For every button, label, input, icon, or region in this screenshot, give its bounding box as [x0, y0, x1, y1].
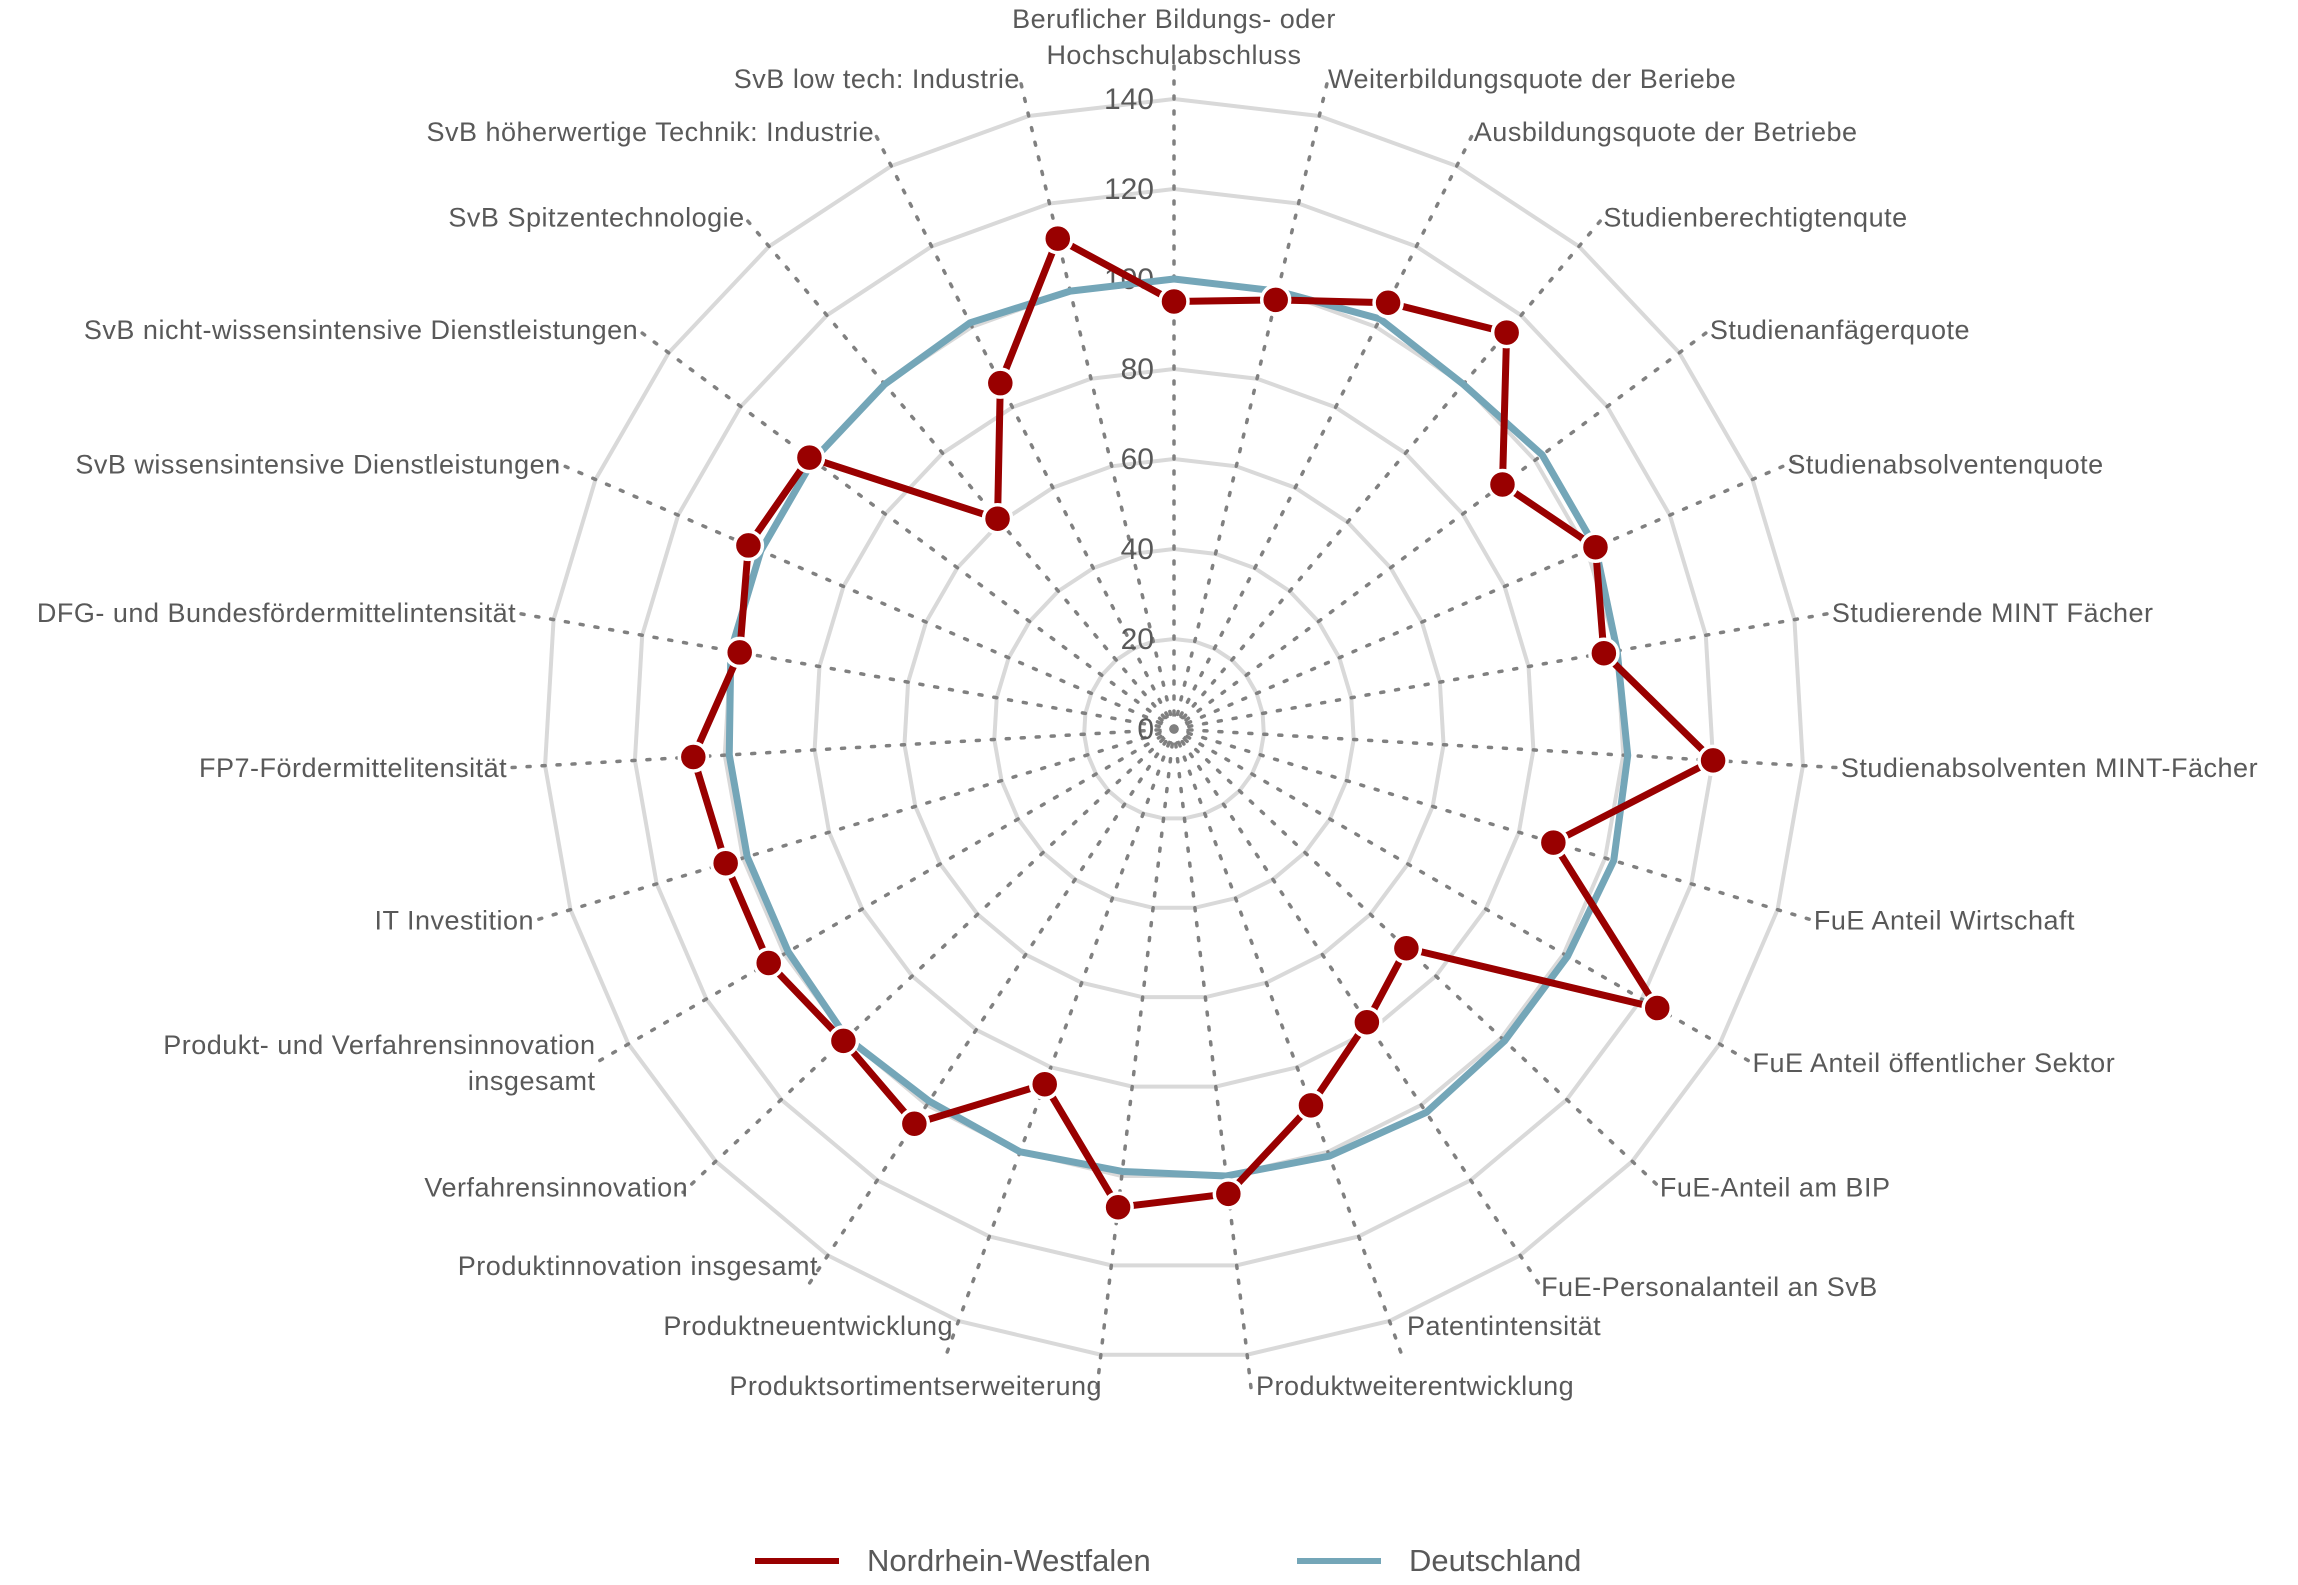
data-point-nrw[interactable]: [677, 741, 710, 773]
data-point-nrw[interactable]: [1697, 744, 1729, 777]
radar-spokes: [498, 52, 1850, 1402]
axis-label: Ausbildungsquote der Betriebe: [1474, 117, 1858, 147]
tick-label: 140: [1104, 83, 1154, 116]
axis-label: FuE-Personalanteil an SvB: [1541, 1272, 1878, 1302]
axis-label: SvB nicht-wissensintensive Dienstleistun…: [84, 315, 638, 345]
data-point-nrw[interactable]: [1372, 286, 1404, 319]
axis-label: Produkt- und Verfahrensinnovation insgesa…: [163, 1030, 595, 1096]
axis-label: Studienanfägerquote: [1710, 315, 1970, 345]
data-point-nrw[interactable]: [1295, 1089, 1327, 1122]
center-ring: [1158, 713, 1190, 745]
tick-label: 120: [1104, 173, 1154, 206]
axis-label: Studienberechtigtenqute: [1603, 202, 1907, 232]
axis-spoke: [525, 727, 1176, 925]
grid-ring: [632, 186, 1716, 1268]
axis-spoke: [1172, 727, 1850, 770]
data-point-nrw[interactable]: [1579, 531, 1612, 563]
data-point-nrw[interactable]: [793, 441, 826, 474]
grid-ring: [992, 546, 1356, 910]
axis-label: SvB low tech: Industrie: [734, 64, 1020, 94]
axis-label: FuE Anteil öffentlicher Sektor: [1753, 1048, 2116, 1078]
axis-label: FuE-Anteil am BIP: [1660, 1172, 1891, 1202]
data-point-nrw[interactable]: [1042, 222, 1074, 255]
axis-spoke: [1172, 610, 1841, 731]
data-point-nrw[interactable]: [1490, 316, 1523, 349]
data-point-nrw[interactable]: [898, 1108, 931, 1140]
data-point-nrw[interactable]: [1158, 285, 1190, 318]
data-point-nrw[interactable]: [1212, 1178, 1245, 1210]
axis-spoke: [498, 727, 1176, 770]
axis-label: FuE Anteil Wirtschaft: [1814, 906, 2075, 936]
series-line-nrw: [689, 235, 1717, 1211]
axis-spoke: [1172, 124, 1479, 731]
legend-item-nrw[interactable]: Nordrhein-Westfalen: [755, 1543, 1151, 1579]
axis-spoke: [552, 459, 1176, 731]
grid-ring: [902, 456, 1446, 1000]
data-point-nrw[interactable]: [732, 529, 765, 562]
axis-spoke: [1172, 324, 1718, 731]
legend-label-deutschland: Deutschland: [1409, 1543, 1582, 1578]
axis-label: Produktweiterentwicklung: [1256, 1371, 1574, 1401]
data-point-nrw[interactable]: [1259, 284, 1292, 316]
axis-spoke: [630, 324, 1176, 731]
axis-label: Produktsortimentserweiterung: [729, 1371, 1102, 1401]
legend-label-nrw: Nordrhein-Westfalen: [867, 1543, 1151, 1578]
axis-spoke: [1172, 727, 1407, 1366]
data-point-nrw[interactable]: [827, 1025, 860, 1057]
data-point-nrw[interactable]: [1351, 1006, 1383, 1039]
data-point-nrw[interactable]: [984, 367, 1017, 399]
axis-label: SvB Spitzentechnologie: [448, 202, 744, 232]
axis-label: Weiterbildungsquote der Beriebe: [1328, 64, 1736, 94]
data-point-nrw[interactable]: [752, 947, 785, 979]
data-point-nrw[interactable]: [723, 636, 756, 669]
tick-label: 20: [1121, 623, 1154, 656]
data-point-nrw[interactable]: [1537, 826, 1570, 859]
axis-labels: Beruflicher Bildungs- oder Hochschulabsch…: [37, 4, 2258, 1401]
axis-label: Studierende MINT Fächer: [1832, 598, 2154, 628]
tick-label: 80: [1121, 353, 1154, 386]
axis-label: Studienabsolventen MINT-Fächer: [1841, 753, 2258, 783]
data-point-nrw[interactable]: [981, 502, 1014, 535]
legend-item-deutschland[interactable]: Deutschland: [1297, 1543, 1581, 1579]
axis-label: Studienabsolventenquote: [1787, 449, 2103, 479]
series-line-deutschland: [725, 275, 1632, 1180]
axis-spoke: [941, 727, 1176, 1366]
axis-spoke: [1172, 727, 1667, 1194]
axis-label: DFG- und Bundesfördermittelintensität: [37, 598, 516, 628]
legend: Nordrhein-Westfalen Deutschland: [0, 1543, 2298, 1583]
data-point-nrw[interactable]: [1641, 992, 1673, 1024]
axis-label: Produktneuentwicklung: [663, 1311, 953, 1341]
axis-label: Beruflicher Bildungs- oder Hochschulabsch…: [1012, 4, 1336, 70]
grid-ring: [812, 366, 1536, 1089]
tick-label: 0: [1137, 713, 1154, 746]
axis-label: SvB höherwertige Technik: Industrie: [426, 117, 874, 147]
axis-label: IT Investition: [374, 906, 534, 936]
axis-label: FP7-Fördermittelitensität: [199, 753, 507, 783]
axis-label: SvB wissensintensive Dienstleistungen: [75, 449, 560, 479]
data-point-nrw[interactable]: [1102, 1191, 1134, 1223]
axis-label: Patentintensität: [1407, 1311, 1601, 1341]
tick-label: 40: [1121, 533, 1154, 566]
data-point-nrw[interactable]: [1486, 468, 1519, 501]
data-point-nrw[interactable]: [1028, 1068, 1061, 1100]
legend-swatch-nrw: [755, 1558, 839, 1564]
data-series: [677, 222, 1729, 1223]
axis-spoke: [587, 727, 1176, 1069]
axis-label: Verfahrensinnovation: [424, 1172, 688, 1202]
grid-ring: [1082, 636, 1266, 821]
grid-ring: [543, 96, 1805, 1357]
axis-spoke: [507, 610, 1176, 731]
axis-label: Produktinnovation insgesamt: [458, 1251, 818, 1281]
data-point-nrw[interactable]: [709, 847, 742, 879]
data-point-nrw[interactable]: [1588, 637, 1620, 669]
axis-spoke: [1172, 459, 1796, 731]
legend-swatch-deutschland: [1297, 1558, 1381, 1564]
tick-label: 60: [1121, 443, 1154, 476]
data-point-nrw[interactable]: [1390, 932, 1423, 965]
